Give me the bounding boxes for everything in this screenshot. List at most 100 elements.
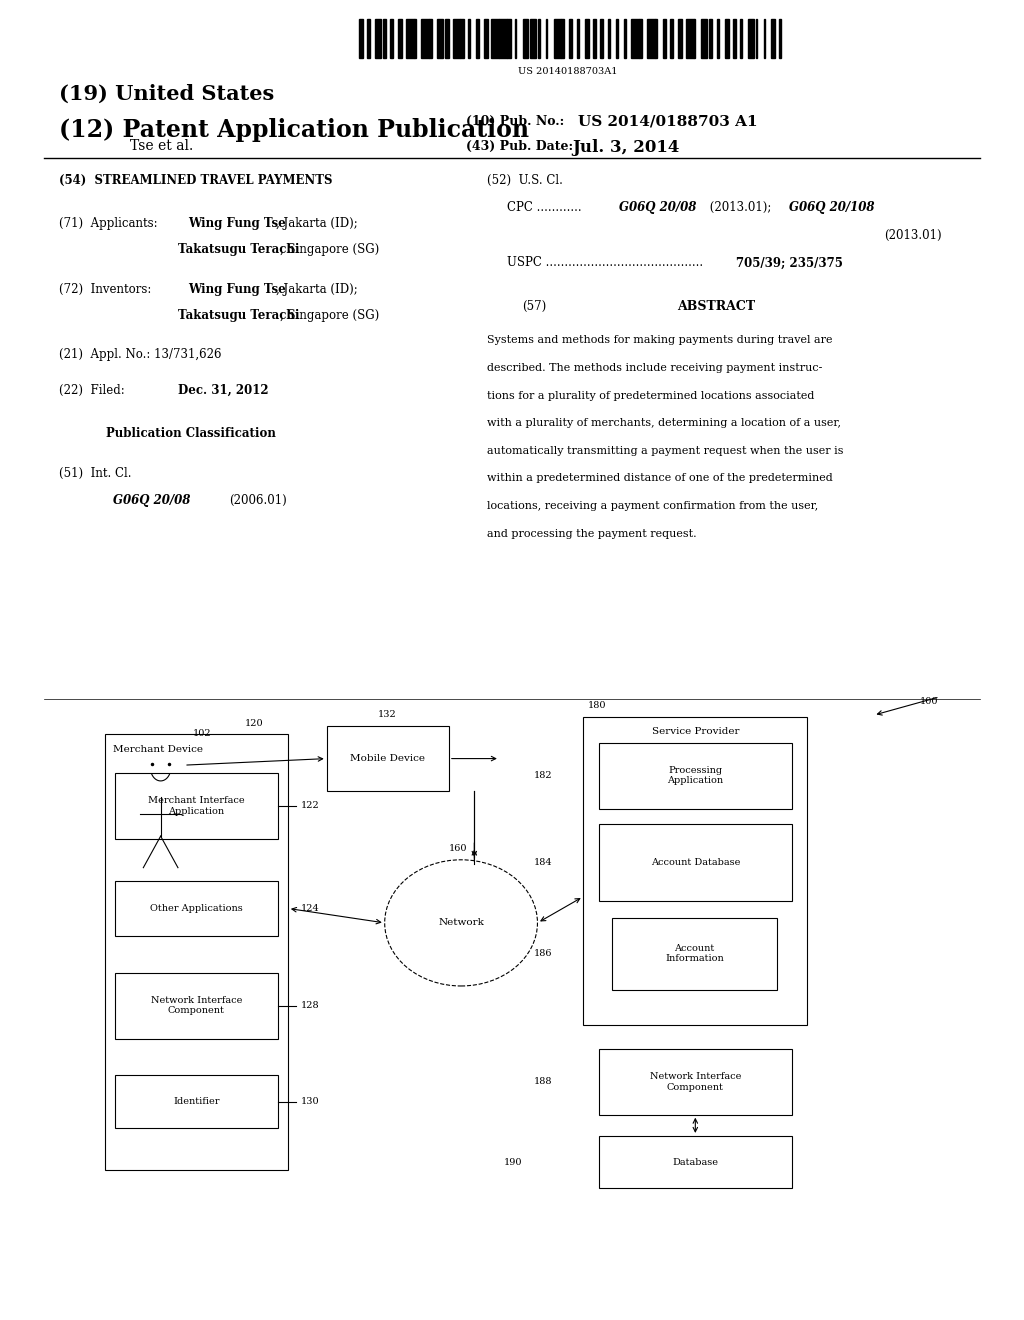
Text: Wing Fung Tse: Wing Fung Tse (188, 216, 286, 230)
Text: 182: 182 (535, 771, 553, 780)
Bar (693, 18, 695, 58)
Bar (422, 18, 429, 58)
Bar (461, 18, 464, 58)
Bar (585, 18, 589, 58)
Bar (546, 18, 548, 58)
Bar (710, 18, 712, 58)
Text: 132: 132 (378, 710, 396, 719)
Text: Identifier: Identifier (173, 1097, 219, 1106)
Text: Account Database: Account Database (650, 858, 740, 867)
Bar (530, 18, 537, 58)
Bar (367, 18, 370, 58)
Bar (522, 18, 528, 58)
Bar (725, 18, 729, 58)
Text: (51)  Int. Cl.: (51) Int. Cl. (58, 467, 131, 479)
Bar (600, 18, 603, 58)
FancyBboxPatch shape (599, 824, 793, 900)
Bar (624, 18, 626, 58)
Bar (507, 18, 511, 58)
Text: Wing Fung Tse: Wing Fung Tse (188, 282, 286, 296)
Text: (57): (57) (522, 300, 547, 313)
Text: Tse et al.: Tse et al. (130, 140, 194, 153)
Text: (54)  STREAMLINED TRAVEL PAYMENTS: (54) STREAMLINED TRAVEL PAYMENTS (58, 174, 333, 186)
Bar (615, 18, 618, 58)
Bar (764, 18, 765, 58)
Text: 130: 130 (301, 1097, 319, 1106)
Bar (492, 18, 500, 58)
Text: (43) Pub. Date:: (43) Pub. Date: (466, 140, 573, 153)
Bar (453, 18, 461, 58)
Text: (12) Patent Application Publication: (12) Patent Application Publication (58, 119, 528, 143)
Bar (647, 18, 654, 58)
Text: Jul. 3, 2014: Jul. 3, 2014 (572, 140, 680, 157)
Text: 100: 100 (920, 697, 938, 706)
Text: Network Interface
Component: Network Interface Component (649, 1072, 741, 1092)
Text: G06Q 20/08: G06Q 20/08 (113, 495, 190, 507)
Text: (2013.01): (2013.01) (884, 228, 941, 242)
Bar (771, 18, 774, 58)
Text: (71)  Applicants:: (71) Applicants: (58, 216, 158, 230)
Text: , Jakarta (ID);: , Jakarta (ID); (275, 216, 357, 230)
Bar (398, 18, 402, 58)
Text: Account
Information: Account Information (665, 944, 724, 964)
Bar (632, 18, 639, 58)
FancyBboxPatch shape (115, 1076, 278, 1129)
Text: 122: 122 (301, 801, 319, 810)
Bar (561, 18, 564, 58)
Bar (671, 18, 673, 58)
Bar (678, 18, 682, 58)
Text: ABSTRACT: ABSTRACT (677, 300, 755, 313)
FancyBboxPatch shape (115, 774, 278, 838)
FancyBboxPatch shape (611, 917, 777, 990)
Text: , Singapore (SG): , Singapore (SG) (280, 309, 379, 322)
Text: (22)  Filed:: (22) Filed: (58, 384, 125, 397)
Bar (554, 18, 561, 58)
Bar (686, 18, 693, 58)
Text: 128: 128 (301, 1001, 319, 1010)
Text: Systems and methods for making payments during travel are: Systems and methods for making payments … (486, 335, 833, 346)
Bar (740, 18, 741, 58)
Text: US 20140188703A1: US 20140188703A1 (518, 67, 617, 77)
Bar (406, 18, 414, 58)
Text: , Jakarta (ID);: , Jakarta (ID); (275, 282, 357, 296)
Text: US 2014/0188703 A1: US 2014/0188703 A1 (579, 115, 758, 128)
Text: Other Applications: Other Applications (150, 904, 243, 913)
FancyBboxPatch shape (599, 1135, 793, 1188)
Text: 188: 188 (535, 1077, 553, 1086)
Bar (701, 18, 708, 58)
FancyBboxPatch shape (599, 1049, 793, 1115)
Bar (663, 18, 667, 58)
Bar (732, 18, 736, 58)
Bar (756, 18, 758, 58)
Text: Network Interface
Component: Network Interface Component (151, 997, 242, 1015)
Text: (10) Pub. No.:: (10) Pub. No.: (466, 115, 564, 128)
Text: automatically transmitting a payment request when the user is: automatically transmitting a payment req… (486, 446, 843, 455)
Text: Merchant Device: Merchant Device (113, 746, 203, 755)
Text: Network: Network (438, 919, 484, 928)
FancyBboxPatch shape (584, 717, 807, 1026)
Text: with a plurality of merchants, determining a location of a user,: with a plurality of merchants, determini… (486, 418, 841, 428)
Text: G06Q 20/108: G06Q 20/108 (790, 201, 874, 214)
Text: Merchant Interface
Application: Merchant Interface Application (148, 796, 245, 816)
Text: Publication Classification: Publication Classification (106, 428, 276, 441)
FancyBboxPatch shape (115, 973, 278, 1039)
Bar (569, 18, 571, 58)
Text: Takatsugu Terachi: Takatsugu Terachi (178, 243, 299, 256)
Bar (437, 18, 442, 58)
Bar (538, 18, 541, 58)
Text: Dec. 31, 2012: Dec. 31, 2012 (178, 384, 268, 397)
Bar (515, 18, 516, 58)
Bar (483, 18, 487, 58)
Bar (639, 18, 642, 58)
FancyBboxPatch shape (327, 726, 449, 792)
Bar (717, 18, 719, 58)
Text: CPC ............: CPC ............ (507, 201, 582, 214)
Text: USPC ..........................................: USPC ...................................… (507, 256, 703, 269)
Text: 124: 124 (301, 904, 319, 913)
FancyBboxPatch shape (115, 880, 278, 936)
Text: (72)  Inventors:: (72) Inventors: (58, 282, 152, 296)
Bar (390, 18, 393, 58)
Bar (444, 18, 449, 58)
Text: 180: 180 (588, 701, 606, 710)
Bar (500, 18, 507, 58)
